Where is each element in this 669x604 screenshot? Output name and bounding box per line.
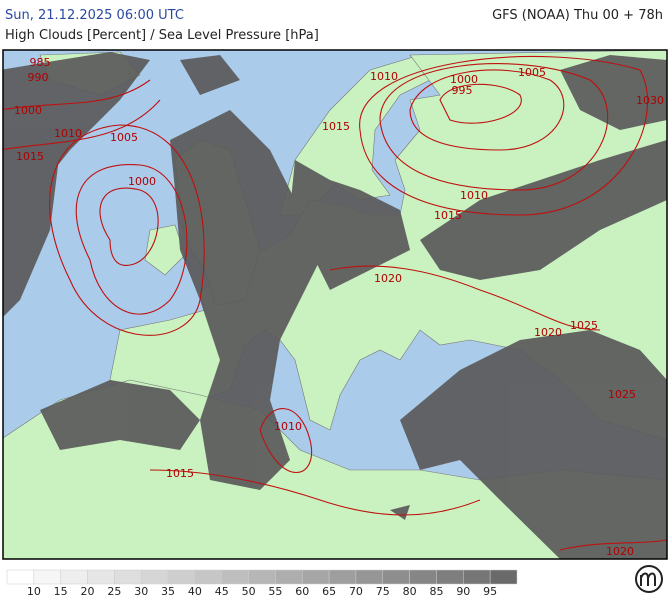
isobar-label: 995 bbox=[452, 84, 473, 97]
legend-label: 80 bbox=[403, 585, 417, 598]
isobar-label: 1015 bbox=[322, 120, 350, 133]
isobar-label: 1025 bbox=[570, 319, 598, 332]
legend-label: 60 bbox=[295, 585, 309, 598]
isobar-label: 1010 bbox=[54, 127, 82, 140]
legend-swatch bbox=[302, 569, 330, 585]
legend-swatch bbox=[140, 569, 169, 585]
legend-swatch bbox=[221, 569, 249, 585]
clouds bbox=[3, 52, 667, 559]
isobar-label: 1010 bbox=[460, 189, 488, 202]
legend-swatch bbox=[167, 569, 196, 585]
legend-swatch bbox=[382, 569, 410, 585]
isobar-label: 1015 bbox=[16, 150, 44, 163]
legend-label: 35 bbox=[161, 585, 175, 598]
isobar-label: 990 bbox=[28, 71, 49, 84]
legend-label: 85 bbox=[429, 585, 443, 598]
legend-swatch bbox=[463, 569, 491, 585]
legend-label: 45 bbox=[215, 585, 229, 598]
logo bbox=[635, 565, 663, 593]
isobar-label: 1000 bbox=[450, 73, 478, 86]
isobars bbox=[3, 55, 667, 551]
legend-label: 15 bbox=[54, 585, 68, 598]
legend-label: 25 bbox=[107, 585, 121, 598]
legend-label: 50 bbox=[242, 585, 256, 598]
isobar-label: 1020 bbox=[606, 545, 634, 558]
legend-swatch bbox=[355, 569, 384, 585]
isobar-label: 1015 bbox=[434, 209, 462, 222]
isobar-label: 1020 bbox=[534, 326, 562, 339]
legend-label: 75 bbox=[376, 585, 390, 598]
model-run: GFS (NOAA) Thu 00 + 78h bbox=[492, 8, 663, 23]
map-frame bbox=[2, 49, 668, 560]
legend-swatch bbox=[275, 569, 303, 585]
isobar-label: 1010 bbox=[274, 420, 302, 433]
isobar-label: 1020 bbox=[374, 272, 402, 285]
parameter: High Clouds [Percent] / Sea Level Pressu… bbox=[5, 28, 319, 43]
legend-swatch bbox=[409, 569, 437, 585]
legend-label: 90 bbox=[456, 585, 470, 598]
isobar-label: 1000 bbox=[14, 104, 42, 117]
legend-swatch bbox=[436, 569, 464, 585]
isobar-label: 1010 bbox=[370, 70, 398, 83]
datetime: Sun, 21.12.2025 06:00 UTC bbox=[5, 8, 184, 23]
legend-swatch bbox=[33, 569, 61, 585]
map-area bbox=[3, 50, 667, 559]
isobar-label: 1025 bbox=[608, 388, 636, 401]
isobar-label: 1030 bbox=[636, 94, 664, 107]
legend-label: 70 bbox=[349, 585, 363, 598]
legend-swatch bbox=[328, 569, 357, 585]
legend-swatch bbox=[194, 569, 222, 585]
legend-label: 10 bbox=[27, 585, 41, 598]
isobar-label: 985 bbox=[30, 56, 51, 69]
isobar-label: 1005 bbox=[110, 131, 138, 144]
legend-swatch bbox=[248, 569, 276, 585]
legend-swatch bbox=[87, 569, 115, 585]
legend-label: 55 bbox=[268, 585, 282, 598]
legend-swatch bbox=[60, 569, 88, 585]
legend-swatch bbox=[114, 569, 142, 585]
isobar-label: 1005 bbox=[518, 66, 546, 79]
legend-label: 40 bbox=[188, 585, 202, 598]
legend-label: 95 bbox=[483, 585, 497, 598]
isobar-label: 1015 bbox=[166, 467, 194, 480]
legend-label: 65 bbox=[322, 585, 336, 598]
isobar-label: 1000 bbox=[128, 175, 156, 188]
legend-label: 20 bbox=[81, 585, 95, 598]
legend-swatch bbox=[489, 569, 518, 585]
legend-swatch bbox=[6, 569, 35, 585]
legend-label: 30 bbox=[134, 585, 148, 598]
